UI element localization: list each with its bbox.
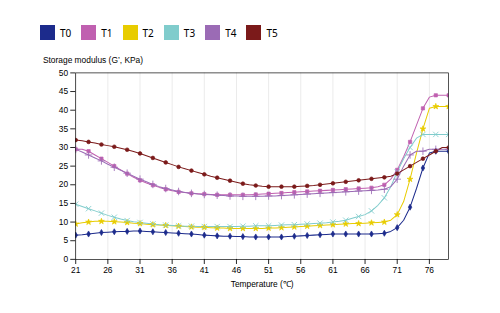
svg-text:61: 61 — [328, 265, 338, 275]
svg-text:Temperature (℃): Temperature (℃) — [231, 279, 294, 289]
svg-text:50: 50 — [59, 68, 69, 78]
html-text:T1: T1 — [101, 25, 113, 40]
html-text:T5: T5 — [266, 25, 278, 40]
svg-text:71: 71 — [393, 265, 403, 275]
svg-text:5: 5 — [63, 235, 68, 245]
svg-text:41: 41 — [200, 265, 210, 275]
svg-text:40: 40 — [59, 105, 69, 115]
svg-text:30: 30 — [59, 142, 69, 152]
svg-text:26: 26 — [103, 265, 113, 275]
svg-text:21: 21 — [71, 265, 81, 275]
svg-text:Storage modulus (G’, KPa): Storage modulus (G’, KPa) — [43, 55, 143, 65]
html-text:T3: T3 — [183, 25, 196, 40]
svg-text:51: 51 — [264, 265, 274, 275]
svg-text:36: 36 — [167, 265, 177, 275]
svg-text:76: 76 — [425, 265, 435, 275]
svg-text:45: 45 — [59, 86, 69, 96]
svg-text:35: 35 — [59, 124, 69, 134]
svg-text:20: 20 — [59, 179, 69, 189]
svg-text:31: 31 — [135, 265, 145, 275]
svg-text:56: 56 — [296, 265, 306, 275]
svg-text:66: 66 — [360, 265, 370, 275]
html-text:T4: T4 — [225, 25, 237, 40]
html-text:T2: T2 — [142, 25, 154, 40]
svg-text:46: 46 — [232, 265, 242, 275]
svg-text:25: 25 — [59, 161, 69, 171]
html-text:T0: T0 — [60, 25, 72, 40]
svg-text:15: 15 — [59, 198, 69, 208]
svg-text:0: 0 — [63, 254, 68, 264]
svg-text:10: 10 — [59, 217, 69, 227]
